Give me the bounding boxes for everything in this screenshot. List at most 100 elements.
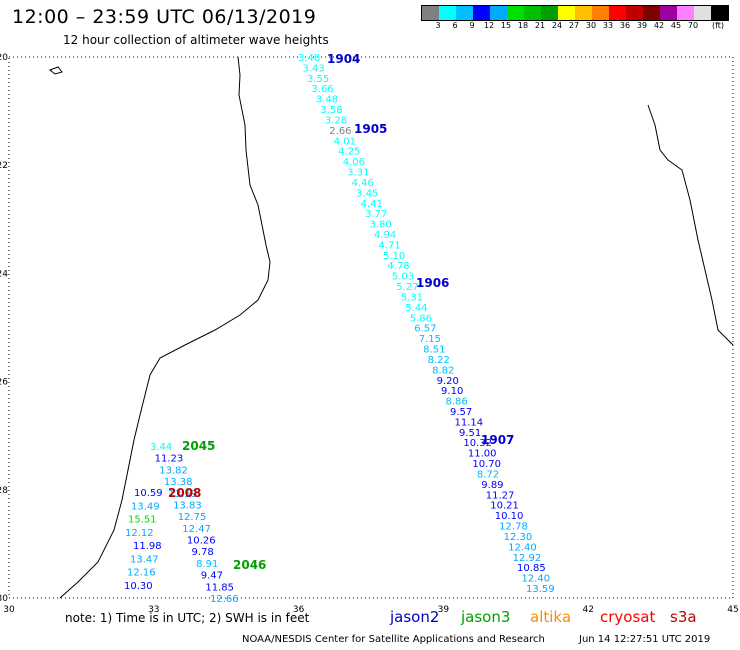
track-value: 6.57 (414, 324, 436, 335)
track-value: 3.48 (298, 53, 320, 64)
coastline (49, 56, 734, 599)
track-value: 8.51 (423, 345, 445, 356)
track-value: 12.66 (210, 594, 239, 605)
track-value: 10.70 (472, 459, 501, 470)
map-ticks: 30 33 36 39 42 45 -20 -22 -24 -26 -28 -30 (0, 53, 739, 615)
africa-coastline (59, 56, 271, 599)
legend-label: 45 (670, 21, 682, 30)
legend-label: 27 (568, 21, 580, 30)
track-value: 3.28 (325, 115, 347, 126)
track-value: 10.26 (187, 536, 216, 547)
legend-label: 15 (500, 21, 512, 30)
track-value: 5.27 (396, 282, 418, 293)
track-value: 13.82 (159, 465, 188, 476)
track-value: 10.85 (517, 563, 546, 574)
lon-tick-label: 33 (148, 605, 159, 615)
legend-label: 42 (653, 21, 665, 30)
lon-tick-label: 30 (3, 605, 15, 615)
pass-label: 2045 (182, 439, 215, 453)
footer-timestamp: Jun 14 12:27:51 UTC 2019 (579, 634, 711, 645)
track-value: 3.43 (302, 63, 324, 74)
track-value: 8.22 (428, 355, 450, 366)
track-value: 4.25 (338, 147, 360, 158)
pass-label: 1905 (354, 122, 387, 136)
legend-swatch (711, 6, 728, 20)
track-value: 11.98 (133, 541, 162, 552)
satellite-legend-item: jason3 (461, 608, 511, 626)
track-value: 3.45 (356, 188, 378, 199)
track-value: 10.59 (134, 488, 163, 499)
satellite-legend-item: s3a (670, 608, 697, 626)
legend-label: 21 (534, 21, 546, 30)
track-value: 8.86 (446, 397, 468, 408)
track-value: 10.30 (124, 581, 153, 592)
track-value: 11.00 (468, 449, 497, 460)
legend-label: 33 (602, 21, 614, 30)
track-value: 3.80 (370, 220, 392, 231)
track-value: 8.91 (196, 559, 218, 570)
track-value: 4.46 (352, 178, 374, 189)
track-value: 5.10 (383, 251, 405, 262)
legend-label: 18 (517, 21, 529, 30)
track-value: 12.40 (522, 574, 551, 585)
track-values: 3.483.433.553.663.483.583.282.664.014.25… (124, 53, 555, 605)
page-subtitle: 12 hour collection of altimeter wave hei… (63, 33, 329, 47)
satellite-legend-item: altika (530, 608, 572, 626)
track-value: 3.66 (311, 84, 333, 95)
track-value: 12.16 (127, 568, 156, 579)
track-value: 13.49 (131, 501, 160, 512)
track-value: 13.47 (130, 554, 159, 565)
footer-credit: NOAA/NESDIS Center for Satellite Applica… (242, 634, 545, 645)
legend-labels: 3 6 9 12 15 18 21 24 27 30 33 36 39 42 45 70 (ft) (421, 21, 740, 35)
track-value: 3.55 (307, 74, 329, 85)
track-value: 10.32 (463, 438, 492, 449)
page-title: 12:00 – 23:59 UTC 06/13/2019 (12, 6, 317, 28)
track-value: 4.71 (378, 240, 400, 251)
island (49, 66, 63, 75)
lat-tick-label: -30 (0, 594, 8, 604)
track-value: 3.31 (347, 168, 369, 179)
pass-label: 1904 (327, 52, 360, 66)
pass-label: 2008 (168, 486, 201, 500)
track-value: 11.85 (205, 582, 234, 593)
note-text: note: 1) Time is in UTC; 2) SWH is in fe… (65, 611, 310, 625)
lat-tick-label: -28 (0, 486, 8, 496)
track-value: 4.06 (343, 157, 365, 168)
lon-tick-label: 36 (293, 605, 305, 615)
legend-swatch (439, 6, 456, 20)
track-value: 13.83 (173, 500, 202, 511)
track-value: 9.57 (450, 407, 472, 418)
track-value: 5.03 (392, 272, 414, 283)
track-value: 12.78 (499, 522, 528, 533)
track-value: 9.78 (192, 547, 214, 558)
legend-swatch (422, 6, 439, 20)
legend-swatch (592, 6, 609, 20)
legend-swatch (524, 6, 541, 20)
track-value: 2.66 (329, 126, 351, 137)
legend-swatch (643, 6, 660, 20)
track-value: 12.40 (508, 542, 537, 553)
track-value: 4.01 (334, 136, 356, 147)
track-value: 7.15 (419, 334, 441, 345)
track-value: 9.20 (437, 376, 459, 387)
track-value: 3.48 (316, 95, 338, 106)
track-value: 11.27 (486, 490, 515, 501)
track-value: 11.23 (155, 454, 184, 465)
track-value: 11.14 (454, 417, 483, 428)
track-value: 9.10 (441, 386, 463, 397)
lon-tick-label: 39 (438, 605, 450, 615)
satellite-legend-item: jason2 (390, 608, 440, 626)
track-value: 5.44 (405, 303, 427, 314)
legend-label: 3 (435, 21, 441, 30)
legend-swatch (507, 6, 524, 20)
lon-tick-label: 42 (582, 605, 593, 615)
track-value: 12.12 (125, 528, 154, 539)
track-value: 9.51 (459, 428, 481, 439)
lat-tick-label: -24 (0, 269, 8, 279)
track-value: 9.47 (201, 571, 223, 582)
track-value: 5.31 (401, 292, 423, 303)
track-value: 8.72 (477, 469, 499, 480)
legend-label: 30 (585, 21, 597, 30)
legend-swatch (609, 6, 626, 20)
track-value: 4.41 (361, 199, 383, 210)
